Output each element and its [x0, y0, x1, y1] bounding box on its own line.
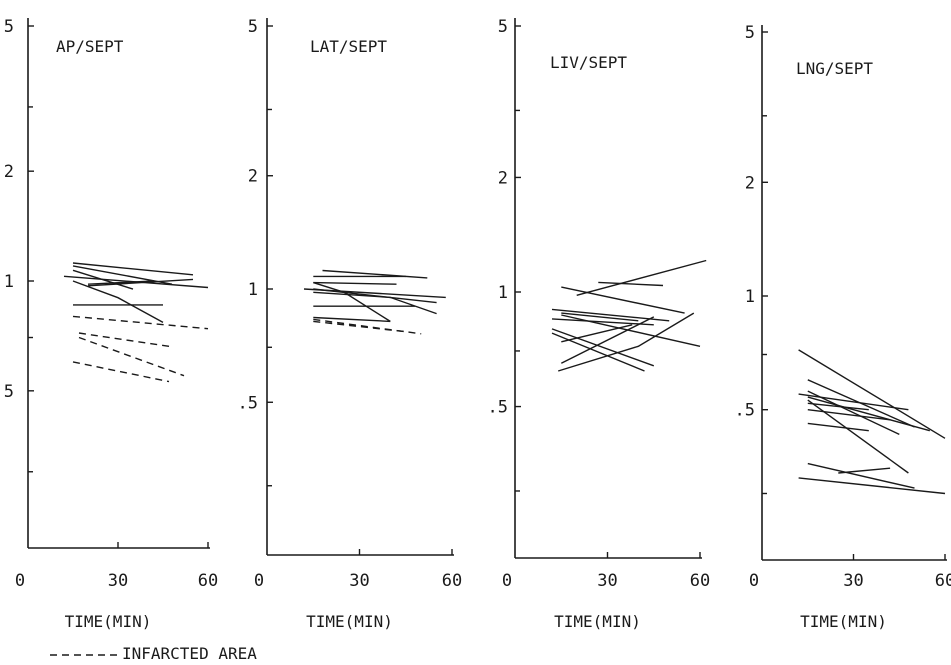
series-line-7 — [561, 314, 701, 347]
series-line-5 — [72, 269, 134, 290]
series-line-4 — [551, 308, 670, 322]
panel-title: LNG/SEPT — [796, 59, 873, 78]
x-axis-title: TIME(MIN) — [65, 612, 152, 631]
y-tick-label: 2 — [745, 173, 755, 193]
series-line-11 — [78, 336, 185, 377]
y-tick-label: 5 — [745, 23, 755, 43]
series-line-9 — [807, 399, 909, 474]
x-axis-title: TIME(MIN) — [800, 612, 887, 631]
series-line-8 — [551, 332, 645, 372]
series-line-3 — [807, 390, 900, 436]
x-tick-label: 0 — [502, 571, 512, 591]
series-line-12 — [72, 361, 170, 383]
series-line-11 — [560, 316, 655, 364]
series-line-8 — [807, 422, 869, 432]
x-tick-label: 30 — [349, 571, 369, 591]
y-tick-label: 5 — [4, 382, 14, 402]
series-line-7 — [807, 409, 891, 421]
series-line-6 — [87, 280, 155, 285]
x-tick-label: 60 — [442, 571, 462, 591]
series-line-10 — [807, 462, 915, 489]
y-tick-label: 2 — [248, 167, 258, 187]
series-line-3 — [313, 281, 397, 285]
series-line-9 — [551, 328, 655, 367]
series-line-6 — [551, 318, 654, 326]
series-line-3 — [561, 286, 685, 314]
x-tick-label: 0 — [254, 571, 264, 591]
panel-title: LIV/SEPT — [550, 53, 627, 72]
x-axis-title: TIME(MIN) — [306, 612, 393, 631]
series-line-11 — [313, 320, 406, 333]
series-line-6 — [807, 396, 930, 432]
series-line-7 — [313, 291, 437, 315]
legend: INFARCTED AREA — [50, 644, 257, 663]
series-line-12 — [798, 477, 946, 495]
series-line-4 — [87, 278, 194, 287]
series-line-10 — [313, 318, 422, 335]
series-line-1 — [576, 259, 707, 296]
panel-title: LAT/SEPT — [310, 37, 387, 56]
series-line-10 — [561, 324, 633, 343]
x-tick-label: 30 — [597, 571, 617, 591]
x-tick-label: 0 — [15, 571, 25, 591]
series-line-4 — [807, 402, 869, 411]
y-tick-label: 1 — [4, 272, 14, 292]
series-line-1 — [72, 262, 194, 276]
series-line-9 — [72, 315, 209, 330]
y-tick-label: 1 — [745, 287, 755, 307]
series-line-1 — [322, 269, 428, 279]
series-line-9 — [313, 316, 391, 323]
panel-4: LNG/SEPT 5 2 1 .5 0 30 60 TIME(MIN) — [735, 23, 951, 631]
panel-2: LAT/SEPT 5 2 1 .5 0 30 60 TIME(MIN) — [238, 17, 463, 631]
series-line-5 — [561, 312, 639, 322]
x-tick-label: 0 — [749, 571, 759, 591]
y-tick-label: 1 — [498, 283, 508, 303]
series-line-7 — [72, 280, 164, 324]
series-line-5 — [798, 393, 909, 411]
panel-title: AP/SEPT — [56, 37, 124, 56]
panel-1: AP/SEPT 5 2 1 5 0 30 60 TIME(MIN) — [4, 17, 218, 631]
x-tick-label: 60 — [198, 571, 218, 591]
legend-label: INFARCTED AREA — [122, 644, 257, 663]
panel-3: LIV/SEPT 5 2 1 .5 0 30 60 TIME(MIN) — [488, 17, 711, 631]
y-tick-label: 5 — [4, 17, 14, 37]
x-tick-label: 30 — [108, 571, 128, 591]
series-line-12 — [557, 312, 695, 372]
y-tick-label: .5 — [735, 401, 755, 421]
x-tick-label: 30 — [843, 571, 863, 591]
panels: AP/SEPT 5 2 1 5 0 30 60 TIME(MIN) LAT/SEPT 5 2 1 .5 0 3… — [4, 17, 951, 631]
x-axis-title: TIME(MIN) — [554, 612, 641, 631]
series-line-10 — [78, 332, 173, 348]
series-line-2 — [598, 281, 664, 287]
y-tick-label: 1 — [248, 280, 258, 300]
series-line-5 — [313, 281, 391, 322]
y-tick-label: .5 — [238, 393, 258, 413]
series-line-1 — [798, 349, 946, 439]
series-line-11 — [838, 467, 891, 474]
y-tick-label: 5 — [498, 17, 508, 37]
y-tick-label: .5 — [488, 398, 508, 418]
y-tick-label: 5 — [248, 17, 258, 37]
x-tick-label: 60 — [690, 571, 710, 591]
y-tick-label: 2 — [4, 162, 14, 182]
x-tick-label: 60 — [935, 571, 951, 591]
y-tick-label: 2 — [498, 168, 508, 188]
